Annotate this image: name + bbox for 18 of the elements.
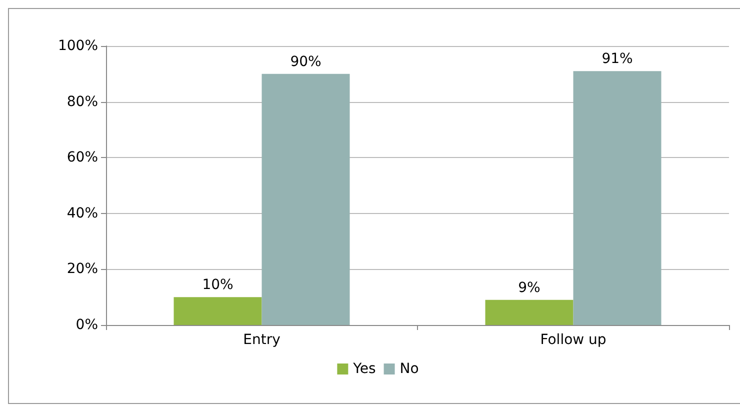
y-tick-label: 0% [76,317,98,333]
data-label: 90% [290,54,322,70]
x-tick-label: Entry [243,332,280,348]
legend-label: No [400,361,419,377]
data-label: 91% [602,51,633,68]
y-tick-label: 20% [66,261,98,278]
bar [573,71,662,325]
y-tick-label: 100% [58,38,98,54]
legend-label: Yes [352,361,376,377]
y-tick-label: 40% [66,205,98,222]
data-label: 9% [518,280,540,296]
bar [262,74,350,325]
bar [174,297,262,325]
bar [485,300,574,325]
x-tick-label: Follow up [540,332,606,348]
y-tick-label: 80% [66,94,98,110]
data-label: 10% [202,277,234,294]
y-tick-label: 60% [66,150,98,166]
